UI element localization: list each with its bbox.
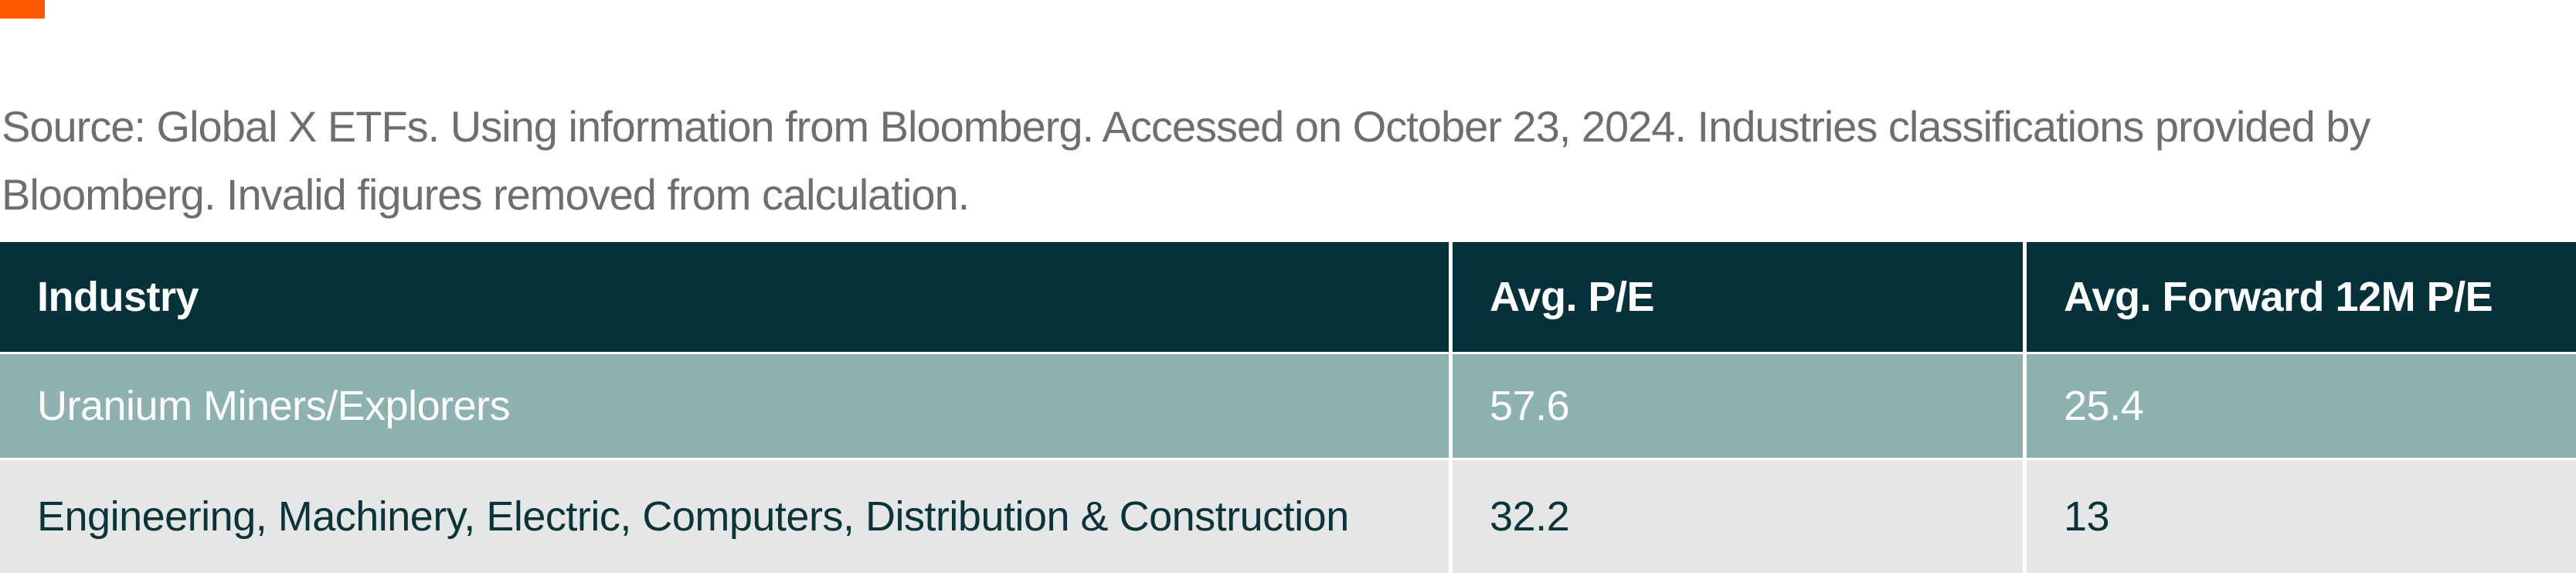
column-header-industry: Industry bbox=[0, 242, 1449, 352]
cell-avg-forward-12m-pe-row-2: 13 bbox=[2027, 460, 2576, 573]
cell-industry-row-1: Uranium Miners/Explorers bbox=[0, 354, 1449, 458]
industry-pe-table: Industry Avg. P/E Avg. Forward 12M P/E U… bbox=[0, 242, 2576, 573]
cell-industry-row-2: Engineering, Machinery, Electric, Comput… bbox=[0, 460, 1449, 573]
column-header-avg-pe: Avg. P/E bbox=[1453, 242, 2023, 352]
cell-avg-pe-row-2: 32.2 bbox=[1453, 460, 2023, 573]
column-header-avg-forward-12m-pe: Avg. Forward 12M P/E bbox=[2027, 242, 2576, 352]
source-note: Source: Global X ETFs. Using information… bbox=[2, 102, 2370, 219]
cell-avg-forward-12m-pe-row-1: 25.4 bbox=[2027, 354, 2576, 458]
brand-accent-block bbox=[0, 0, 45, 19]
cell-avg-pe-row-1: 57.6 bbox=[1453, 354, 2023, 458]
